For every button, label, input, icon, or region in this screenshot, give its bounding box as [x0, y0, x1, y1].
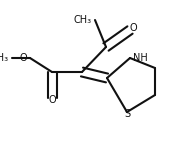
Text: S: S: [124, 109, 130, 119]
Text: NH: NH: [133, 53, 148, 63]
Text: O: O: [48, 95, 56, 105]
Text: O: O: [129, 23, 137, 33]
Text: CH₃: CH₃: [0, 53, 9, 63]
Text: O: O: [19, 53, 27, 63]
Text: CH₃: CH₃: [74, 15, 92, 25]
